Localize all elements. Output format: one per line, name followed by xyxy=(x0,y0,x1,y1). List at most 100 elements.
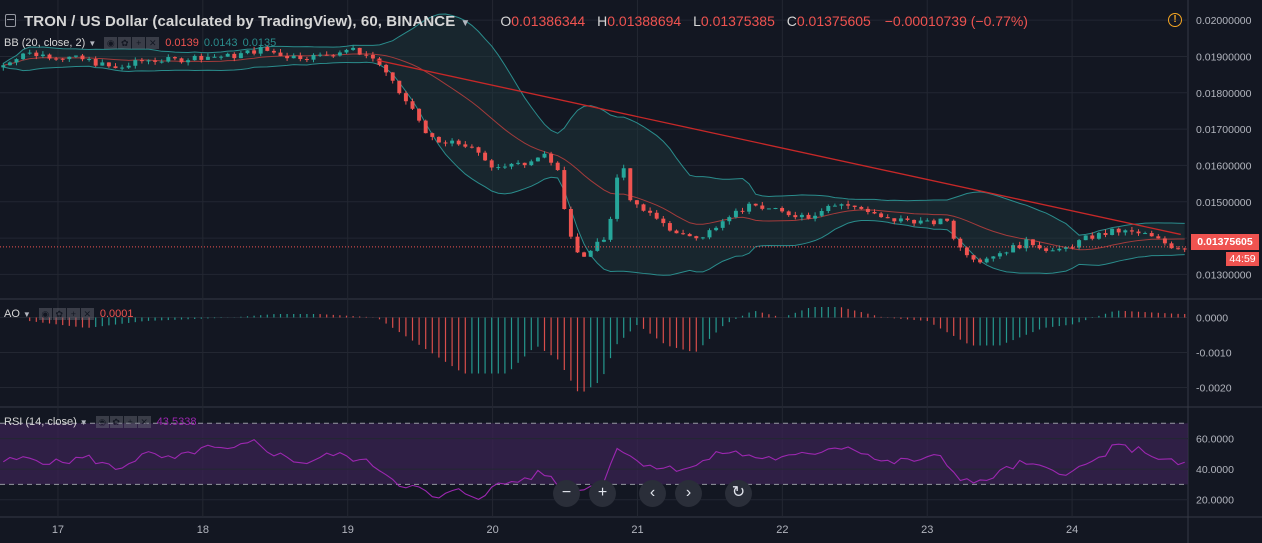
candle-body xyxy=(740,210,745,212)
menu-icon[interactable] xyxy=(5,14,16,27)
rsi-tick-label: 20.0000 xyxy=(1196,495,1234,507)
candle-body xyxy=(324,54,329,56)
candle-body xyxy=(615,177,620,219)
candle-body xyxy=(733,210,738,218)
ao-legend: AO ▼ ◉ ✿ + ✕ 0.0001 xyxy=(4,308,133,320)
plus-icon[interactable]: + xyxy=(589,480,616,507)
minus-icon[interactable]: − xyxy=(553,480,580,507)
candle-body xyxy=(1050,250,1055,252)
close-icon[interactable]: ✕ xyxy=(80,308,94,320)
ao-controls: ◉ ✿ + ✕ xyxy=(38,308,95,320)
symbol-title[interactable]: TRON / US Dollar (calculated by TradingV… xyxy=(24,12,471,30)
close-value: 0.01375605 xyxy=(796,13,871,29)
bb-name[interactable]: BB (20, close, 2) xyxy=(4,37,86,49)
candle-body xyxy=(892,218,897,222)
close-icon[interactable]: ✕ xyxy=(137,416,151,428)
candle-body xyxy=(555,162,560,171)
bb-controls: ◉ ✿ + ✕ xyxy=(104,37,160,49)
candle-body xyxy=(978,259,983,263)
rsi-band xyxy=(0,423,1188,485)
candle-body xyxy=(87,59,92,61)
candle-body xyxy=(753,203,758,206)
candle-body xyxy=(852,205,857,207)
candle-body xyxy=(879,213,884,218)
candle-body xyxy=(21,53,26,60)
high-label: H xyxy=(597,13,608,29)
bb-value-lower: 0.0135 xyxy=(242,37,277,49)
ao-name[interactable]: AO xyxy=(4,308,20,320)
candle-body xyxy=(14,59,19,63)
candle-body xyxy=(945,218,950,221)
candle-body xyxy=(568,209,573,237)
price-tick-label: 0.01500000 xyxy=(1196,197,1252,209)
candle-body xyxy=(423,120,428,134)
chevron-down-icon[interactable]: ▼ xyxy=(460,17,471,29)
rsi-name[interactable]: RSI (14, close) xyxy=(4,416,77,428)
reset-icon[interactable]: ↻ xyxy=(725,480,752,507)
x-tick-label: 20 xyxy=(486,524,498,536)
price-tick-label: 0.01300000 xyxy=(1196,269,1252,281)
candle-body xyxy=(153,60,158,62)
ao-tick-label: -0.0020 xyxy=(1196,383,1232,395)
candle-body xyxy=(291,55,296,59)
candle-body xyxy=(502,166,507,168)
chevron-down-icon[interactable]: ▼ xyxy=(79,417,88,427)
change-value: −0.00010739 (−0.77%) xyxy=(884,13,1028,29)
candle-body xyxy=(872,211,877,214)
high-value: 0.01388694 xyxy=(607,13,682,29)
eye-icon[interactable]: ◉ xyxy=(104,37,118,49)
candle-body xyxy=(219,56,224,58)
eye-icon[interactable]: ◉ xyxy=(38,308,52,320)
settings-icon[interactable]: ✿ xyxy=(118,37,132,49)
more-icon[interactable]: + xyxy=(66,308,80,320)
candle-body xyxy=(357,47,362,55)
candle-body xyxy=(687,234,692,237)
candle-body xyxy=(1149,233,1154,237)
more-icon[interactable]: + xyxy=(132,37,146,49)
candle-body xyxy=(780,208,785,212)
more-icon[interactable]: + xyxy=(123,416,137,428)
candle-body xyxy=(1123,230,1128,233)
eye-icon[interactable]: ◉ xyxy=(95,416,109,428)
candle-body xyxy=(450,140,455,144)
candle-body xyxy=(714,227,719,231)
chevron-down-icon[interactable]: ▼ xyxy=(22,309,31,319)
candle-body xyxy=(60,58,65,60)
candle-body xyxy=(826,205,831,212)
alert-icon[interactable]: ! xyxy=(1168,13,1182,27)
candle-body xyxy=(40,54,45,57)
candle-body xyxy=(133,60,138,66)
candle-body xyxy=(1136,231,1141,234)
x-tick-label: 19 xyxy=(342,524,354,536)
settings-icon[interactable]: ✿ xyxy=(52,308,66,320)
candle-body xyxy=(252,50,257,54)
candle-body xyxy=(166,57,171,62)
candle-body xyxy=(126,65,131,68)
candle-body xyxy=(819,211,824,216)
settings-icon[interactable]: ✿ xyxy=(109,416,123,428)
ohlc-readout: O0.01386344 H0.01388694 L0.01375385 C0.0… xyxy=(492,13,1028,29)
candle-body xyxy=(991,256,996,259)
candle-body xyxy=(73,55,78,57)
candle-body xyxy=(337,52,342,56)
candle-body xyxy=(199,55,204,60)
candle-body xyxy=(1030,239,1035,246)
candle-body xyxy=(1110,228,1115,235)
open-value: 0.01386344 xyxy=(511,13,586,29)
chevron-right-icon[interactable]: › xyxy=(675,480,702,507)
candle-body xyxy=(608,218,613,240)
candle-body xyxy=(463,144,468,147)
x-tick-label: 23 xyxy=(921,524,933,536)
candle-body xyxy=(146,60,151,62)
candle-body xyxy=(1116,228,1121,233)
chevron-down-icon[interactable]: ▼ xyxy=(88,38,97,48)
candle-body xyxy=(1077,240,1082,248)
candle-body xyxy=(562,170,567,210)
chevron-left-icon[interactable]: ‹ xyxy=(639,480,666,507)
bb-legend: BB (20, close, 2) ▼ ◉ ✿ + ✕ 0.0139 0.0143 0.… xyxy=(4,37,276,49)
candle-body xyxy=(885,217,890,219)
candle-body xyxy=(344,49,349,53)
rsi-legend: RSI (14, close) ▼ ◉ ✿ + ✕ 43.5338 xyxy=(4,416,196,428)
close-icon[interactable]: ✕ xyxy=(146,37,160,49)
